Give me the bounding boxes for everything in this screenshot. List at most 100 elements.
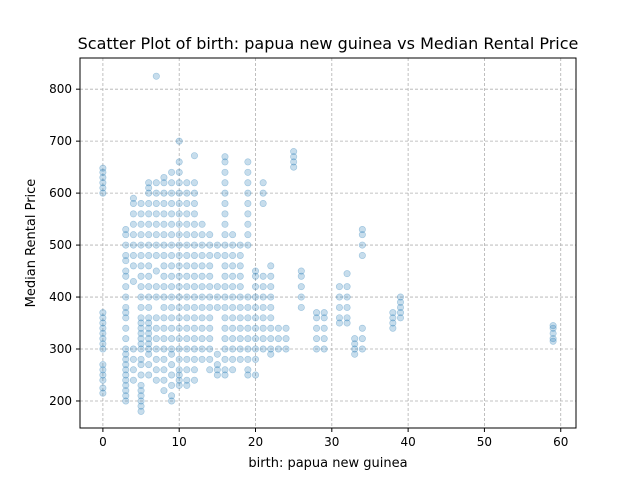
data-point bbox=[145, 371, 153, 379]
data-point bbox=[259, 293, 267, 301]
data-point bbox=[152, 283, 160, 291]
data-point bbox=[190, 152, 198, 160]
data-point bbox=[160, 283, 168, 291]
data-point bbox=[221, 189, 229, 197]
data-point bbox=[145, 293, 153, 301]
data-point bbox=[198, 251, 206, 259]
data-point bbox=[351, 340, 359, 348]
data-point bbox=[221, 210, 229, 218]
data-point bbox=[198, 220, 206, 228]
data-point bbox=[252, 293, 260, 301]
data-point bbox=[335, 319, 343, 327]
data-point bbox=[396, 314, 404, 322]
data-point bbox=[160, 189, 168, 197]
data-point bbox=[206, 293, 214, 301]
data-point bbox=[152, 345, 160, 353]
data-point bbox=[229, 283, 237, 291]
data-point bbox=[145, 200, 153, 208]
data-point bbox=[259, 200, 267, 208]
y-tick-label: 200 bbox=[49, 394, 72, 408]
plot-frame bbox=[79, 57, 577, 429]
data-point bbox=[122, 241, 130, 249]
data-point bbox=[221, 366, 229, 374]
data-point bbox=[267, 272, 275, 280]
x-tick-label: 10 bbox=[172, 435, 187, 449]
data-point bbox=[99, 340, 107, 348]
data-point bbox=[145, 189, 153, 197]
data-point bbox=[129, 366, 137, 374]
data-point bbox=[99, 329, 107, 337]
data-point bbox=[282, 345, 290, 353]
data-point bbox=[168, 371, 176, 379]
data-point bbox=[190, 272, 198, 280]
ticks-layer: 0 10 20 30 40 50 60 200 300 400 500 600 700 800 bbox=[49, 82, 568, 449]
data-point bbox=[122, 335, 130, 343]
data-point bbox=[259, 283, 267, 291]
data-point bbox=[168, 335, 176, 343]
data-point bbox=[175, 355, 183, 363]
data-point bbox=[122, 361, 130, 369]
data-point bbox=[358, 335, 366, 343]
data-point bbox=[160, 293, 168, 301]
data-point bbox=[175, 381, 183, 389]
data-point bbox=[389, 309, 397, 317]
data-point bbox=[236, 251, 244, 259]
data-point bbox=[198, 303, 206, 311]
data-point bbox=[168, 210, 176, 218]
data-point bbox=[168, 345, 176, 353]
y-tick-label: 800 bbox=[49, 82, 72, 96]
data-point bbox=[137, 283, 145, 291]
data-point bbox=[145, 361, 153, 369]
y-tick-label: 700 bbox=[49, 134, 72, 148]
data-point bbox=[229, 314, 237, 322]
data-point bbox=[549, 324, 557, 332]
data-point bbox=[549, 329, 557, 337]
data-point bbox=[183, 345, 191, 353]
x-tick-label: 60 bbox=[553, 435, 568, 449]
data-point bbox=[160, 345, 168, 353]
data-point bbox=[229, 241, 237, 249]
data-point bbox=[145, 241, 153, 249]
data-point bbox=[229, 366, 237, 374]
data-point bbox=[183, 241, 191, 249]
data-point bbox=[175, 376, 183, 384]
data-point bbox=[145, 329, 153, 337]
data-point bbox=[213, 350, 221, 358]
data-point bbox=[152, 251, 160, 259]
data-point bbox=[259, 324, 267, 332]
data-point bbox=[190, 314, 198, 322]
data-point bbox=[221, 158, 229, 166]
data-point bbox=[297, 267, 305, 275]
x-tick-label: 50 bbox=[477, 435, 492, 449]
data-point bbox=[290, 153, 298, 161]
data-point bbox=[129, 277, 137, 285]
data-point bbox=[396, 303, 404, 311]
data-point bbox=[206, 366, 214, 374]
data-point bbox=[99, 168, 107, 176]
data-point bbox=[221, 262, 229, 270]
y-tick-label: 300 bbox=[49, 342, 72, 356]
data-point bbox=[236, 262, 244, 270]
data-point bbox=[183, 189, 191, 197]
data-point bbox=[252, 371, 260, 379]
data-point bbox=[137, 329, 145, 337]
data-point bbox=[160, 251, 168, 259]
data-point bbox=[229, 231, 237, 239]
data-point bbox=[236, 272, 244, 280]
data-point bbox=[267, 335, 275, 343]
data-point bbox=[137, 303, 145, 311]
data-point bbox=[160, 174, 168, 182]
data-point bbox=[252, 272, 260, 280]
data-point bbox=[99, 179, 107, 187]
data-point bbox=[137, 371, 145, 379]
data-point bbox=[183, 355, 191, 363]
data-point bbox=[168, 397, 176, 405]
data-point bbox=[152, 376, 160, 384]
data-point bbox=[122, 392, 130, 400]
data-point bbox=[190, 210, 198, 218]
data-point bbox=[244, 355, 252, 363]
data-point bbox=[160, 355, 168, 363]
data-point bbox=[137, 340, 145, 348]
data-point bbox=[190, 335, 198, 343]
data-point bbox=[168, 251, 176, 259]
